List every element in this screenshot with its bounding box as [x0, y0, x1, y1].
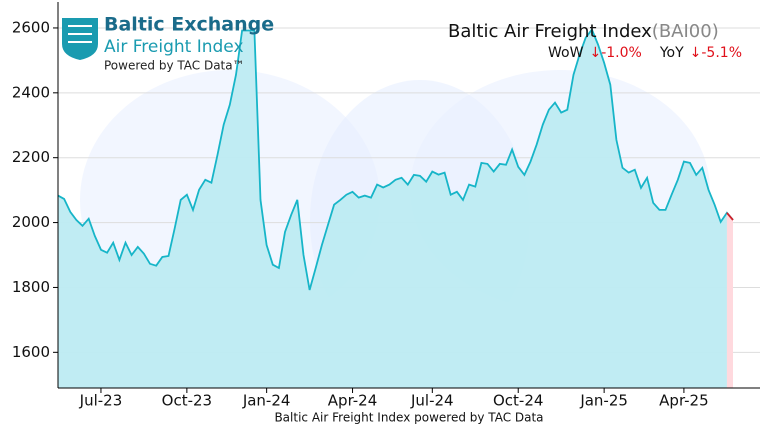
logo-name: Baltic Exchange	[104, 14, 274, 36]
change-value: ↓-1.0%	[589, 45, 641, 61]
logo: Baltic Exchange Air Freight Index Powere…	[62, 14, 274, 73]
logo-product: Air Freight Index	[104, 37, 244, 57]
x-tick-label: Jul-24	[410, 392, 454, 410]
x-tick-label: Oct-23	[162, 392, 212, 410]
y-tick-label: 2000	[12, 213, 50, 231]
change-value: ↓-5.1%	[690, 45, 742, 61]
y-tick-label: 2600	[12, 18, 50, 36]
last-line	[726, 212, 734, 221]
change-label: WoW	[548, 45, 584, 61]
x-tick-label: Jan-25	[579, 392, 628, 410]
y-tick-label: 2200	[12, 148, 50, 166]
x-tick-label: Oct-24	[493, 392, 543, 410]
changes: WoW ↓-1.0% YoY ↓-5.1%	[548, 45, 742, 61]
logo-powered: Powered by TAC Data™	[104, 59, 245, 73]
x-tick-label: Apr-24	[328, 392, 378, 410]
last-area	[726, 212, 733, 388]
title-code: (BAI00)	[652, 21, 719, 42]
title-text: Baltic Air Freight Index	[448, 21, 652, 42]
y-tick-label: 1800	[12, 278, 50, 296]
x-tick-label: Jul-23	[79, 392, 123, 410]
line	[57, 27, 734, 291]
x-axis-label: Baltic Air Freight Index powered by TAC …	[274, 411, 543, 425]
x-tick-label: Jan-24	[242, 392, 291, 410]
y-tick-label: 2400	[12, 83, 50, 101]
area	[58, 29, 733, 388]
y-tick-label: 1600	[12, 343, 50, 361]
chart-title: Baltic Air Freight Index(BAI00)	[448, 21, 719, 42]
x-tick-label: Apr-25	[659, 392, 709, 410]
change-label: YoY	[659, 45, 684, 61]
